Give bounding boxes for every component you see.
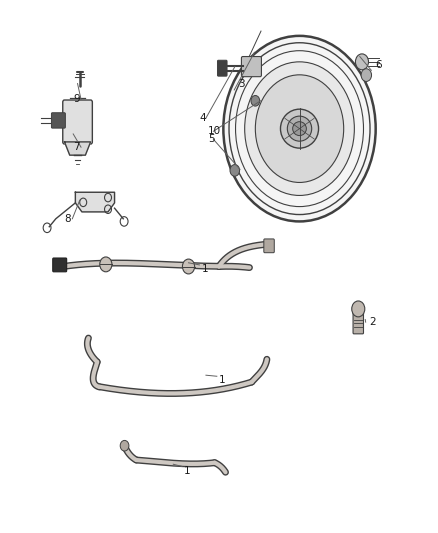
Circle shape	[223, 36, 376, 221]
FancyBboxPatch shape	[51, 113, 65, 128]
FancyBboxPatch shape	[264, 239, 274, 253]
FancyBboxPatch shape	[241, 56, 261, 77]
Text: 8: 8	[64, 214, 71, 224]
Circle shape	[183, 259, 194, 274]
Text: 9: 9	[73, 94, 80, 104]
Circle shape	[352, 301, 365, 317]
FancyBboxPatch shape	[63, 100, 92, 144]
FancyBboxPatch shape	[53, 258, 67, 272]
Polygon shape	[64, 142, 91, 155]
FancyBboxPatch shape	[218, 60, 227, 76]
Circle shape	[356, 54, 368, 70]
Circle shape	[361, 69, 371, 82]
Text: 2: 2	[369, 317, 376, 327]
Text: 1: 1	[219, 375, 226, 385]
Text: 1: 1	[184, 466, 191, 475]
Text: 4: 4	[199, 113, 206, 123]
Text: 1: 1	[201, 264, 208, 274]
Text: 3: 3	[239, 78, 245, 88]
Ellipse shape	[280, 109, 318, 148]
Circle shape	[255, 75, 344, 182]
Circle shape	[120, 440, 129, 451]
Ellipse shape	[293, 122, 306, 135]
Text: 7: 7	[73, 142, 80, 152]
Circle shape	[251, 95, 260, 106]
Ellipse shape	[287, 116, 312, 141]
Circle shape	[230, 165, 240, 176]
Text: 5: 5	[208, 134, 215, 144]
Polygon shape	[75, 192, 115, 212]
Text: 6: 6	[376, 60, 382, 70]
Text: 10: 10	[208, 126, 221, 136]
Circle shape	[100, 257, 112, 272]
FancyBboxPatch shape	[353, 311, 364, 334]
Circle shape	[245, 62, 354, 196]
